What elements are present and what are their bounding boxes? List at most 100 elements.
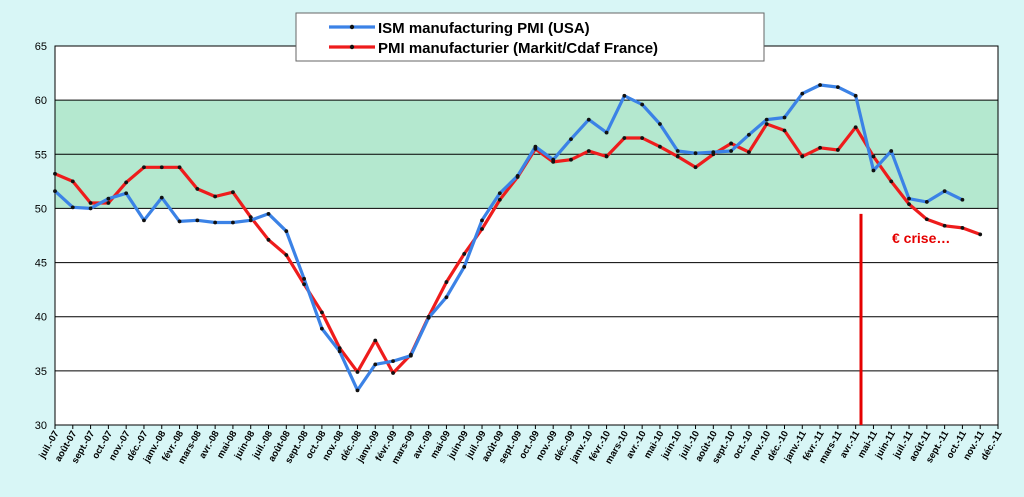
data-point-0 (142, 218, 146, 223)
data-point-0 (907, 196, 911, 201)
data-point-1 (391, 371, 395, 375)
data-point-1 (800, 154, 805, 159)
y-tick-label: 65 (35, 41, 47, 53)
data-point-1 (782, 128, 787, 133)
data-point-0 (889, 149, 894, 153)
data-point-1 (533, 146, 538, 151)
data-point-1 (355, 370, 360, 374)
data-point-1 (889, 179, 894, 184)
data-point-0 (924, 200, 929, 204)
data-point-0 (693, 151, 698, 156)
data-point-0 (747, 132, 751, 137)
y-axis: 30 35 40 45 50 55 60 65 (35, 41, 56, 432)
data-point-0 (818, 83, 822, 87)
data-point-0 (266, 211, 271, 216)
data-point-0 (195, 218, 200, 223)
data-point-0 (604, 130, 609, 135)
data-point-1 (960, 226, 965, 230)
data-point-1 (70, 179, 75, 184)
y-tick-label: 50 (35, 203, 47, 215)
data-point-0 (729, 149, 734, 153)
data-point-0 (337, 349, 342, 354)
data-point-1 (124, 180, 129, 185)
data-point-0 (586, 117, 591, 122)
data-point-0 (70, 205, 75, 210)
data-point-0 (53, 189, 57, 194)
data-point-0 (444, 295, 449, 300)
data-point-1 (480, 227, 484, 231)
data-point-0 (124, 191, 129, 196)
data-point-1 (462, 252, 467, 256)
data-point-1 (373, 338, 378, 343)
data-point-0 (319, 326, 324, 331)
data-point-1 (266, 237, 271, 242)
data-point-1 (231, 190, 235, 195)
data-point-1 (569, 157, 573, 162)
data-point-0 (88, 206, 93, 211)
data-point-1 (88, 201, 93, 205)
data-point-1 (764, 122, 769, 126)
data-point-1 (924, 217, 929, 222)
data-point-1 (106, 201, 111, 205)
data-point-1 (302, 282, 306, 287)
data-point-1 (319, 310, 324, 315)
data-point-0 (462, 265, 467, 269)
y-tick-label: 55 (35, 149, 47, 161)
data-point-1 (835, 148, 840, 152)
legend-marker-1 (349, 44, 355, 50)
data-point-1 (515, 175, 520, 179)
data-point-0 (800, 91, 805, 96)
legend-marker-0 (349, 24, 355, 30)
data-point-1 (408, 352, 413, 357)
data-point-1 (978, 232, 983, 237)
data-point-0 (497, 191, 502, 196)
data-point-1 (818, 145, 822, 150)
data-point-1 (248, 215, 253, 219)
data-point-1 (693, 165, 698, 170)
series-lines (53, 83, 983, 393)
data-point-1 (675, 154, 680, 159)
data-point-0 (177, 219, 182, 224)
data-point-0 (106, 196, 111, 201)
x-axis: juil.-07août-07sept.-07oct.-07nov.-07déc… (37, 425, 1005, 466)
data-point-0 (871, 168, 876, 173)
data-point-0 (835, 85, 840, 90)
data-point-1 (711, 152, 716, 157)
data-point-0 (960, 197, 965, 202)
data-point-0 (159, 195, 164, 200)
data-point-0 (355, 388, 360, 393)
data-point-1 (426, 314, 431, 319)
data-point-1 (195, 187, 200, 191)
data-point-1 (142, 165, 146, 170)
data-point-0 (782, 115, 787, 120)
data-point-1 (942, 223, 947, 228)
series-line-0 (53, 83, 964, 392)
data-point-0 (658, 122, 662, 126)
data-point-1 (622, 136, 627, 140)
data-point-0 (942, 189, 947, 194)
data-point-0 (622, 93, 627, 98)
legend-label-0: ISM manufacturing PMI (USA) (378, 20, 590, 37)
data-point-0 (391, 359, 395, 364)
data-point-0 (675, 149, 680, 153)
data-point-1 (284, 253, 289, 257)
data-point-1 (871, 154, 876, 159)
data-point-1 (497, 197, 502, 202)
data-point-0 (569, 137, 573, 142)
data-point-1 (213, 194, 218, 199)
legend: ISM manufacturing PMI (USA) PMI manufactu… (295, 12, 765, 62)
data-point-1 (640, 136, 645, 140)
data-point-0 (284, 229, 289, 234)
y-tick-label: 30 (35, 420, 47, 432)
data-point-1 (853, 125, 858, 130)
y-tick-label: 45 (35, 258, 47, 270)
data-point-0 (480, 218, 484, 223)
data-point-1 (729, 141, 734, 146)
data-point-0 (248, 218, 253, 223)
data-point-1 (53, 171, 57, 176)
crisis-annotation: € crise… (892, 230, 950, 246)
data-point-0 (373, 362, 378, 367)
legend-box (295, 12, 765, 62)
